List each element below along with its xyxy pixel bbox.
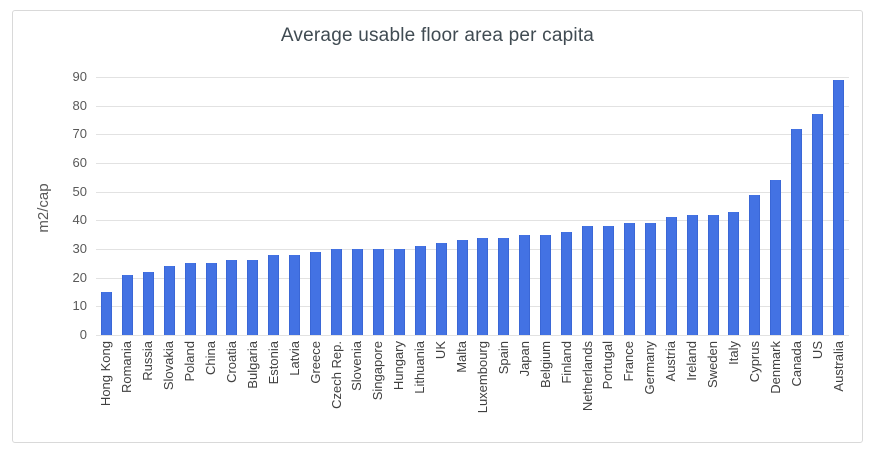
bar xyxy=(121,274,133,335)
y-tick-label: 40 xyxy=(72,212,87,228)
gridline xyxy=(96,134,849,136)
gridline xyxy=(96,277,849,279)
bar xyxy=(540,234,552,335)
bar xyxy=(582,226,594,335)
bar xyxy=(812,114,824,335)
bar xyxy=(791,128,803,335)
bar xyxy=(310,251,322,335)
bar xyxy=(770,180,782,335)
x-tick-label: Austria xyxy=(663,341,679,382)
bar xyxy=(833,79,845,335)
x-tick-label: Luxembourg xyxy=(474,341,490,414)
x-tick-label: Slovakia xyxy=(161,341,177,391)
gridline xyxy=(96,248,849,250)
x-tick-label: France xyxy=(621,341,637,382)
x-tick-label: Denmark xyxy=(767,341,783,394)
chart-title: Average usable floor area per capita xyxy=(280,25,595,46)
x-tick-label: Sweden xyxy=(705,341,721,388)
y-tick-label: 50 xyxy=(72,183,87,199)
bar xyxy=(142,271,154,335)
x-tick-label: Ireland xyxy=(684,341,700,381)
x-tick-label: China xyxy=(203,341,219,375)
bar xyxy=(226,260,238,335)
y-tick-label: 10 xyxy=(72,298,87,314)
bar xyxy=(435,243,447,335)
bar xyxy=(331,248,343,335)
x-tick-label: Cyprus xyxy=(746,341,762,383)
y-tick-label: 20 xyxy=(72,269,87,285)
bar xyxy=(561,231,573,335)
x-tick-label: Croatia xyxy=(223,341,239,383)
y-tick-label: 0 xyxy=(79,327,87,342)
bar xyxy=(686,214,698,335)
y-tick-label: 30 xyxy=(72,240,87,256)
gridline xyxy=(96,105,849,107)
bar xyxy=(707,214,719,335)
x-tick-label: Lithuania xyxy=(412,341,428,394)
bar xyxy=(519,234,531,335)
bar xyxy=(644,223,656,335)
x-tick-label: Poland xyxy=(182,341,198,382)
bar xyxy=(623,223,635,335)
bar xyxy=(602,226,614,335)
x-tick-label: Australia xyxy=(830,341,846,392)
x-tick-label: Romania xyxy=(119,341,135,394)
bar xyxy=(289,254,301,335)
bar xyxy=(100,291,112,335)
y-tick-label: 60 xyxy=(72,154,87,170)
bar xyxy=(247,260,259,335)
gridline xyxy=(96,306,849,308)
x-tick-label: Canada xyxy=(788,341,804,387)
x-tick-label: Italy xyxy=(725,341,741,365)
y-tick-label: 90 xyxy=(72,68,87,84)
x-tick-label: Czech Rep. xyxy=(328,341,344,409)
bar xyxy=(163,266,175,335)
x-tick-label: Finland xyxy=(558,341,574,384)
gridline xyxy=(96,191,849,193)
bar xyxy=(665,217,677,335)
bar xyxy=(728,211,740,335)
bar xyxy=(372,248,384,335)
gridline xyxy=(96,76,849,78)
x-tick-label: Belgium xyxy=(537,341,553,388)
x-tick-label: Hong Kong xyxy=(98,341,114,407)
x-tick-label: Greece xyxy=(307,341,323,384)
bar xyxy=(456,240,468,335)
x-tick-label: Bulgaria xyxy=(244,341,260,389)
x-tick-label: Latvia xyxy=(286,341,302,376)
bar xyxy=(205,263,217,335)
x-tick-label: Japan xyxy=(516,341,532,377)
y-axis-title: m2/cap xyxy=(35,183,52,233)
x-tick-label: Estonia xyxy=(265,341,281,385)
bar xyxy=(414,246,426,335)
y-tick-label: 80 xyxy=(72,97,87,113)
bar xyxy=(477,237,489,335)
bar xyxy=(393,248,405,335)
bar xyxy=(351,248,363,335)
gridline xyxy=(96,335,849,336)
x-tick-label: Hungary xyxy=(391,341,407,391)
y-tick-label: 70 xyxy=(72,126,87,142)
x-tick-label: Russia xyxy=(140,341,156,381)
x-tick-label: Slovenia xyxy=(349,341,365,391)
x-tick-label: Malta xyxy=(454,341,470,373)
bar xyxy=(498,237,510,335)
x-tick-label: Singapore xyxy=(370,341,386,401)
bar xyxy=(268,254,280,335)
bar xyxy=(184,263,196,335)
x-tick-label: Spain xyxy=(495,341,511,375)
gridline xyxy=(96,220,849,222)
x-tick-label: US xyxy=(809,341,825,360)
chart-frame: Average usable floor area per capita m2/… xyxy=(12,10,863,443)
x-tick-label: Netherlands xyxy=(579,341,595,412)
x-tick-label: Portugal xyxy=(600,341,616,390)
bar xyxy=(749,194,761,335)
x-tick-label: UK xyxy=(433,341,449,360)
gridline xyxy=(96,162,849,164)
x-tick-label: Germany xyxy=(642,341,658,395)
